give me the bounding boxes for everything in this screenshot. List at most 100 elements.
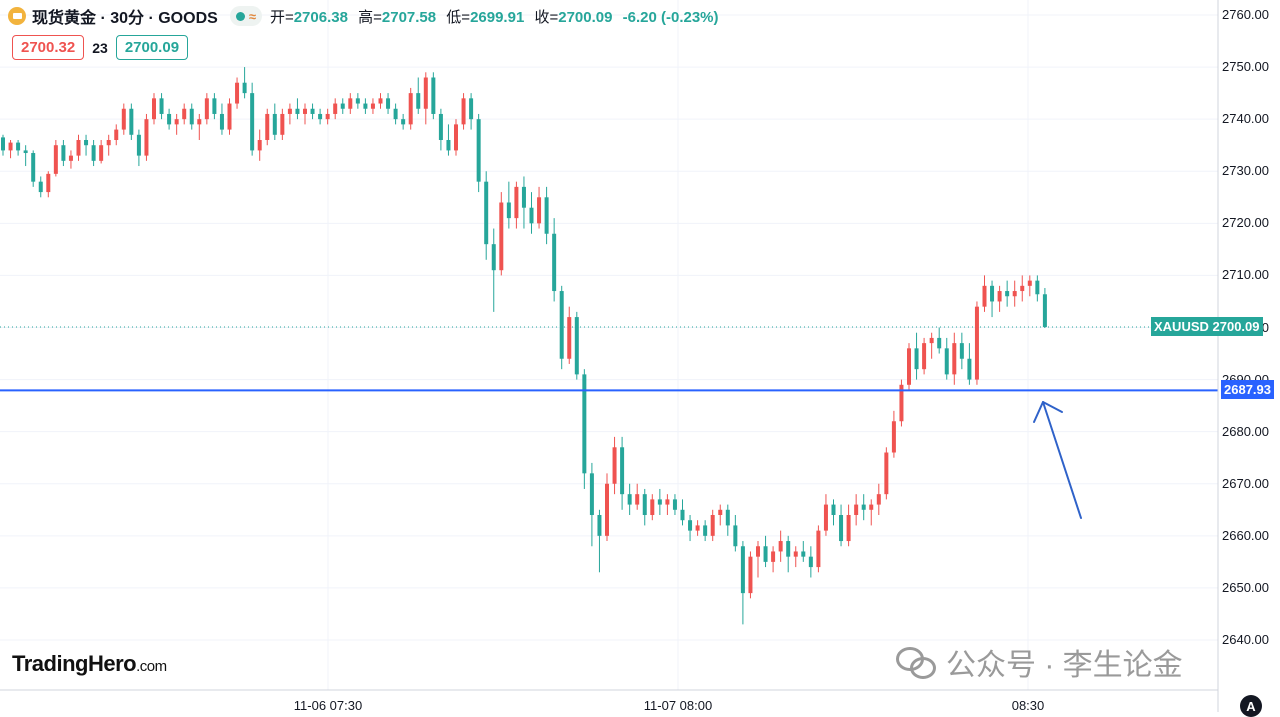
candle[interactable] bbox=[733, 515, 738, 552]
candle[interactable] bbox=[846, 504, 851, 547]
candle[interactable] bbox=[793, 546, 798, 568]
candle[interactable] bbox=[152, 93, 156, 125]
candle[interactable] bbox=[280, 108, 285, 140]
candle[interactable] bbox=[582, 369, 587, 489]
candle[interactable] bbox=[718, 504, 723, 526]
candle[interactable] bbox=[740, 541, 745, 625]
candle[interactable] bbox=[672, 494, 677, 515]
candle[interactable] bbox=[159, 93, 164, 120]
candle[interactable] bbox=[333, 98, 338, 120]
candle[interactable] bbox=[257, 129, 262, 161]
candle[interactable] bbox=[310, 103, 315, 120]
candle[interactable] bbox=[907, 343, 911, 390]
candle[interactable] bbox=[552, 218, 557, 302]
candle[interactable] bbox=[265, 108, 270, 146]
candle[interactable] bbox=[114, 124, 119, 146]
buy-button[interactable]: 2700.09 bbox=[115, 35, 189, 60]
candle[interactable] bbox=[982, 275, 987, 312]
candle[interactable] bbox=[929, 332, 934, 359]
candle[interactable] bbox=[869, 499, 874, 526]
candle[interactable] bbox=[559, 285, 564, 370]
symbol-title[interactable]: 现货黄金 · 30分 · GOODS bbox=[32, 10, 218, 27]
candle[interactable] bbox=[1042, 288, 1047, 328]
candle[interactable] bbox=[446, 124, 451, 156]
candle[interactable] bbox=[84, 134, 89, 156]
candle[interactable] bbox=[1012, 280, 1017, 307]
candle[interactable] bbox=[219, 103, 224, 135]
candle[interactable] bbox=[756, 541, 760, 578]
candle[interactable] bbox=[695, 520, 700, 536]
candle[interactable] bbox=[605, 473, 609, 542]
sell-button[interactable]: 2700.32 bbox=[12, 35, 85, 60]
candle[interactable] bbox=[272, 103, 277, 140]
candle[interactable] bbox=[401, 113, 406, 130]
candle[interactable] bbox=[189, 103, 194, 130]
candle[interactable] bbox=[506, 181, 511, 229]
candle[interactable] bbox=[801, 541, 806, 562]
candle[interactable] bbox=[891, 410, 896, 458]
candle[interactable] bbox=[974, 301, 979, 385]
candle[interactable] bbox=[861, 494, 866, 521]
candle[interactable] bbox=[703, 520, 708, 542]
candle[interactable] bbox=[831, 499, 836, 526]
candle[interactable] bbox=[650, 494, 655, 521]
candle[interactable] bbox=[567, 306, 572, 364]
candle[interactable] bbox=[967, 343, 972, 385]
candle[interactable] bbox=[318, 108, 323, 125]
candle[interactable] bbox=[287, 103, 292, 125]
candle[interactable] bbox=[461, 93, 466, 130]
candle[interactable] bbox=[514, 181, 519, 229]
candle[interactable] bbox=[816, 525, 821, 573]
candle[interactable] bbox=[303, 103, 307, 125]
candle[interactable] bbox=[242, 67, 247, 99]
candle[interactable] bbox=[1, 134, 5, 156]
candle[interactable] bbox=[53, 140, 58, 177]
candle[interactable] bbox=[99, 140, 104, 164]
candle[interactable] bbox=[612, 436, 617, 495]
market-status-badge[interactable]: ≈ bbox=[229, 6, 262, 26]
candle[interactable] bbox=[393, 103, 398, 125]
candle[interactable] bbox=[16, 140, 21, 156]
candle[interactable] bbox=[778, 530, 783, 562]
candle[interactable] bbox=[1035, 275, 1040, 302]
candle[interactable] bbox=[771, 546, 776, 573]
candle[interactable] bbox=[491, 228, 496, 312]
candle[interactable] bbox=[204, 93, 209, 125]
candle[interactable] bbox=[340, 98, 345, 114]
candle[interactable] bbox=[46, 171, 51, 198]
candle[interactable] bbox=[197, 113, 202, 140]
candle[interactable] bbox=[537, 186, 542, 229]
candle[interactable] bbox=[627, 483, 632, 515]
auto-scale-button[interactable]: A bbox=[1240, 695, 1262, 717]
candle[interactable] bbox=[469, 93, 474, 130]
candle[interactable] bbox=[325, 108, 330, 125]
candle[interactable] bbox=[876, 483, 881, 515]
candle[interactable] bbox=[8, 140, 13, 159]
candle[interactable] bbox=[914, 332, 919, 380]
candle[interactable] bbox=[408, 87, 413, 130]
candle[interactable] bbox=[174, 113, 179, 135]
candle[interactable] bbox=[657, 488, 662, 515]
candle[interactable] bbox=[990, 280, 995, 318]
candle[interactable] bbox=[144, 113, 149, 161]
candle[interactable] bbox=[808, 546, 813, 578]
candle[interactable] bbox=[68, 150, 73, 169]
candle[interactable] bbox=[944, 337, 949, 380]
candle[interactable] bbox=[484, 171, 489, 260]
candle[interactable] bbox=[1027, 275, 1032, 297]
candle[interactable] bbox=[31, 150, 36, 187]
candle[interactable] bbox=[355, 93, 360, 109]
candle[interactable] bbox=[423, 72, 428, 125]
candle[interactable] bbox=[710, 509, 715, 542]
candle[interactable] bbox=[499, 192, 504, 276]
candle[interactable] bbox=[786, 535, 791, 573]
candle[interactable] bbox=[642, 488, 647, 526]
candle[interactable] bbox=[431, 72, 436, 120]
candle[interactable] bbox=[952, 332, 957, 385]
candle[interactable] bbox=[212, 93, 217, 120]
candle[interactable] bbox=[182, 103, 187, 125]
candle[interactable] bbox=[76, 134, 81, 161]
candle[interactable] bbox=[61, 140, 66, 167]
candle[interactable] bbox=[250, 82, 255, 156]
